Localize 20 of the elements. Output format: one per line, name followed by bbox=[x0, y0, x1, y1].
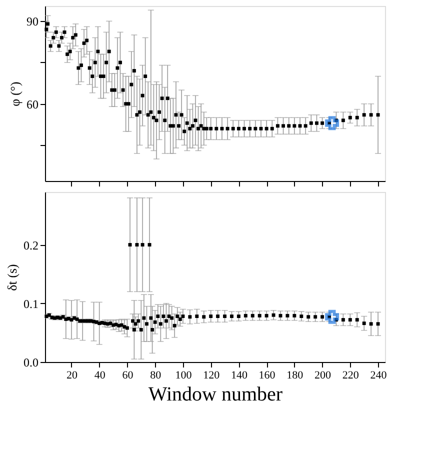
y-axis-title: φ (°) bbox=[8, 82, 22, 106]
x-tick-label: 180 bbox=[286, 370, 304, 382]
x-tick-label: 120 bbox=[203, 370, 220, 382]
x-tick-label: 160 bbox=[258, 370, 276, 382]
y-tick-label: 60 bbox=[26, 97, 38, 112]
x-tick-label: 20 bbox=[66, 370, 78, 382]
y-tick-label: 0.1 bbox=[24, 296, 38, 311]
y-axis-title: δt (s) bbox=[4, 264, 20, 291]
y-tick-label: 90 bbox=[26, 14, 38, 29]
x-tick-label: 80 bbox=[150, 370, 162, 382]
x-tick-label: 100 bbox=[175, 370, 192, 382]
x-tick-label: 220 bbox=[342, 370, 360, 382]
x-tick-label: 40 bbox=[94, 370, 106, 382]
x-tick-label: 240 bbox=[370, 370, 388, 382]
x-tick-label: 140 bbox=[230, 370, 248, 382]
x-axis-title: Window number bbox=[148, 384, 283, 406]
y-tick-label: 0.0 bbox=[24, 356, 38, 370]
y-tick-label: 0.2 bbox=[24, 238, 38, 252]
x-tick-label: 60 bbox=[122, 370, 134, 382]
x-tick-label: 200 bbox=[314, 370, 332, 382]
